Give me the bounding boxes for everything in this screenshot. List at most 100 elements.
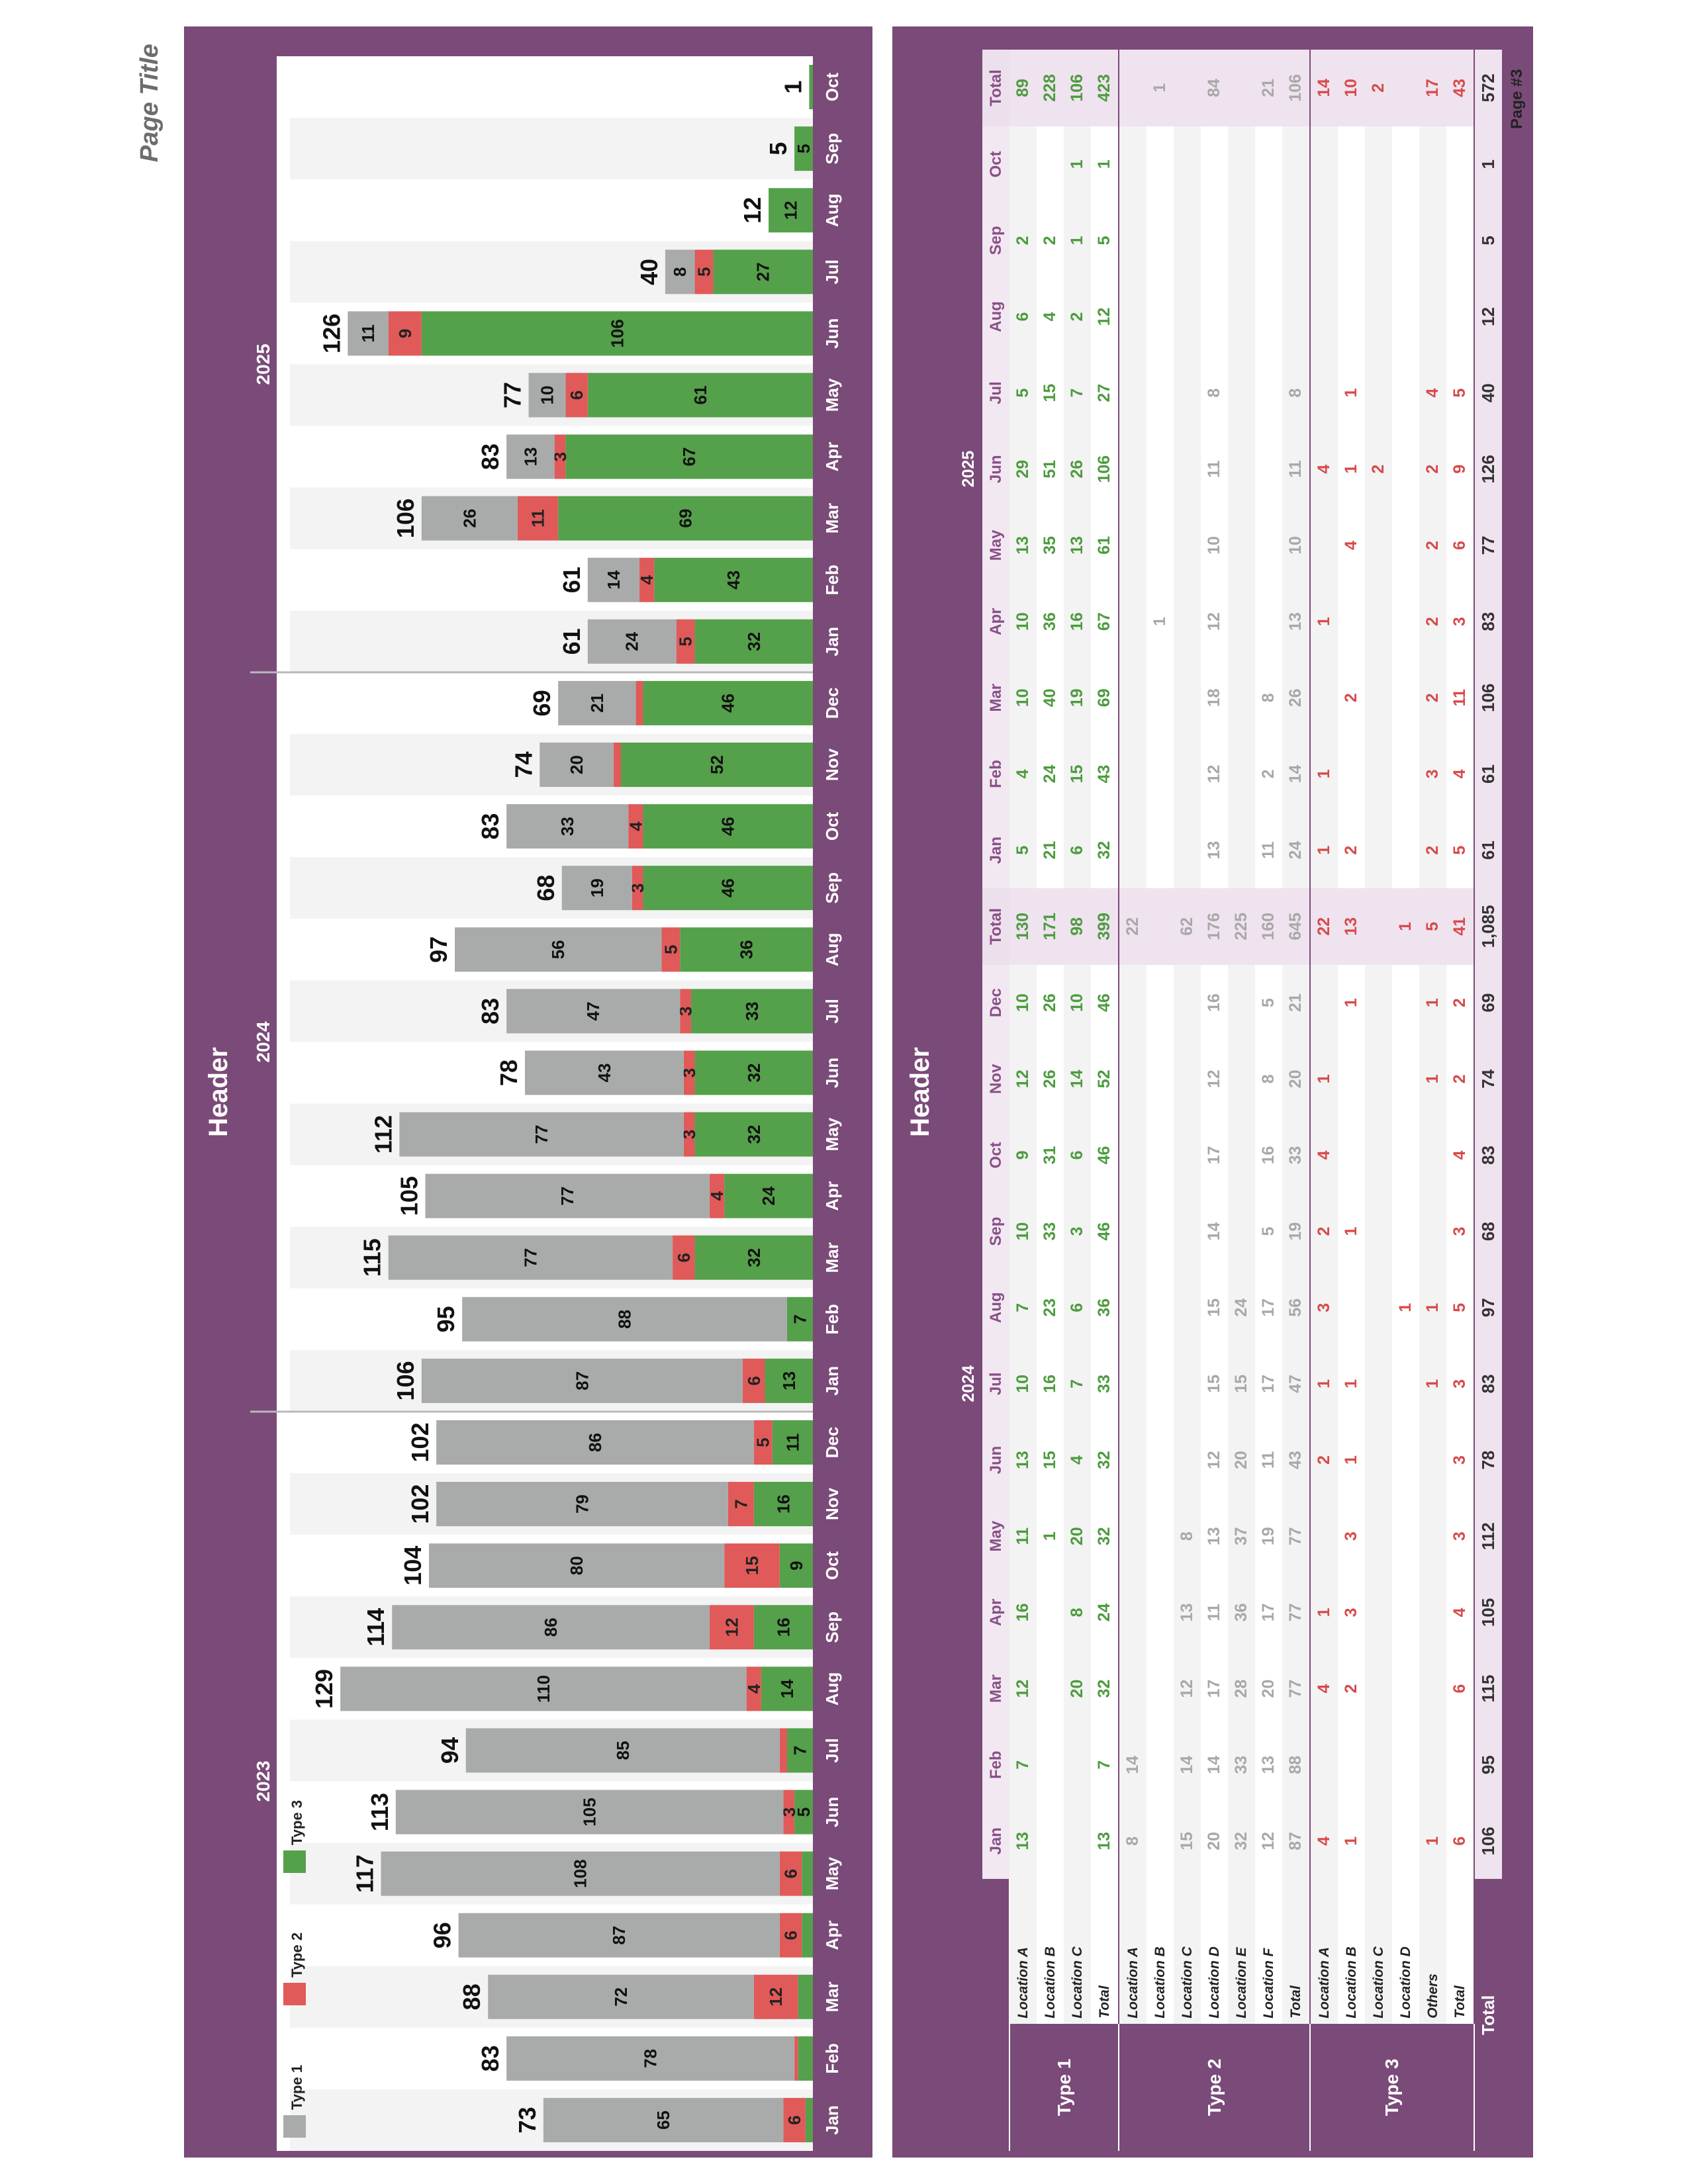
table-cell (1119, 278, 1147, 355)
month-label: Dec (822, 688, 842, 719)
table-cell: 4 (1064, 1422, 1091, 1498)
table-cell: 3 (1446, 583, 1474, 660)
month-label: Feb (822, 565, 842, 595)
table-cell (1119, 1345, 1147, 1422)
table-cell: 17 (1259, 1603, 1278, 1622)
table-cell (1228, 507, 1255, 584)
bar-segment-2 (753, 1974, 798, 2019)
table-cell: 32 (1091, 1422, 1119, 1498)
page-title: Page Title (136, 44, 164, 162)
table-cell (1392, 1727, 1419, 1803)
table-cell: 10 (1205, 536, 1223, 555)
table-cell (1228, 1116, 1255, 1194)
table-cell: 160 (1255, 888, 1282, 965)
month-label: Jun (822, 1058, 842, 1088)
table-cell (1147, 965, 1174, 1041)
segment-label: 9 (786, 1561, 806, 1570)
segment-label: 4 (707, 1191, 727, 1201)
bar-segment-3 (654, 557, 814, 602)
table-cell: 26 (1041, 1069, 1059, 1089)
table-cell: 228 (1037, 50, 1064, 126)
month-header: Jun (982, 1422, 1009, 1498)
table-cell: 26 (1064, 431, 1091, 508)
table-cell: 4 (1419, 355, 1446, 432)
table-cell: 77 (1282, 1574, 1310, 1651)
table-cell: 1 (1392, 888, 1419, 965)
table-cell (1338, 1041, 1365, 1117)
bar-segment-3 (802, 1913, 813, 1958)
table-cell: 35 (1041, 536, 1059, 555)
table-cell (1365, 278, 1392, 355)
bar-segment-3 (643, 680, 813, 725)
table-cell: 5 (1091, 202, 1119, 279)
table-cell: 1 (1064, 126, 1091, 203)
table-cell (1119, 1116, 1147, 1194)
table-cell: 11 (1259, 841, 1278, 859)
table-cell: 46 (1091, 1193, 1119, 1270)
table-cell: 4 (1446, 1574, 1474, 1651)
bar-segment-1 (381, 1851, 780, 1896)
table-cell (1228, 278, 1255, 355)
table-cell: 15 (1064, 735, 1091, 813)
segment-label: 56 (548, 940, 568, 959)
table-cell (1119, 431, 1147, 508)
row-label: Location A (1009, 1879, 1037, 2024)
table-cell: 12 (1205, 1451, 1223, 1469)
segment-label: 21 (587, 694, 607, 713)
month-label: Dec (822, 1427, 842, 1459)
segment-label: 5 (794, 1807, 814, 1817)
table-cell: 1 (1419, 1040, 1446, 1117)
total-label: 95 (432, 1306, 459, 1332)
table-cell (1392, 1041, 1419, 1117)
table-cell (1119, 659, 1147, 736)
table-cell (1282, 126, 1310, 203)
total-label: 78 (495, 1060, 522, 1086)
table-cell: 1 (1310, 1574, 1338, 1651)
bar-segment-2 (676, 619, 695, 664)
table-cell (1174, 812, 1201, 889)
table-cell: 51 (1041, 459, 1059, 478)
table-cell (1365, 1422, 1392, 1498)
table-cell: 1 (1396, 1302, 1415, 1312)
month-header: Nov (982, 1040, 1009, 1117)
month-label: Jun (822, 318, 842, 349)
bar-segment-3 (809, 65, 814, 110)
bar-segment-3 (794, 126, 813, 171)
table-panel: Header 2024 2025 Jan Feb Mar Apr May Jun Jul Aug S… (892, 26, 1533, 2158)
grand-total-cell: 61 (1474, 735, 1502, 813)
month-label: Feb (822, 2043, 842, 2073)
table-cell: 7 (1064, 1345, 1091, 1422)
segment-label: 5 (661, 945, 680, 954)
table-cell: 77 (1282, 1498, 1310, 1574)
table-cell: 21 (1282, 964, 1310, 1041)
table-cell: 24 (1282, 812, 1310, 889)
table-cell (1119, 1422, 1147, 1498)
table-cell (1392, 126, 1419, 203)
grand-total-cell: 97 (1474, 1269, 1502, 1346)
table-cell: 19 (1064, 659, 1091, 736)
table-cell (1228, 735, 1255, 813)
table-cell (1365, 1345, 1392, 1422)
bar-segment-1 (455, 927, 662, 972)
table-cell: 13 (1282, 583, 1310, 660)
bar-segment-3 (786, 1297, 814, 1342)
row-label: Location F (1260, 1948, 1276, 2019)
table-cell: 2 (1310, 1422, 1338, 1498)
total-label: 97 (425, 936, 452, 963)
total-label: 114 (362, 1608, 389, 1647)
segment-label: 86 (541, 1617, 561, 1637)
table-cell (1119, 50, 1147, 126)
bar-segment-2 (779, 1913, 802, 1958)
table-corner (955, 1879, 1009, 2151)
table-cell (1147, 1574, 1174, 1651)
table-cell: 176 (1201, 888, 1228, 965)
month-header: Oct (982, 1116, 1009, 1194)
table-cell (1365, 1574, 1392, 1651)
bar-segment-2 (613, 743, 621, 788)
grand-total-cell: 68 (1474, 1193, 1502, 1270)
table-cell: 2 (1419, 431, 1446, 508)
table-cell: 77 (1282, 1650, 1310, 1727)
year-header: 2024 (955, 888, 982, 1880)
bar-segment-1 (425, 1173, 710, 1218)
